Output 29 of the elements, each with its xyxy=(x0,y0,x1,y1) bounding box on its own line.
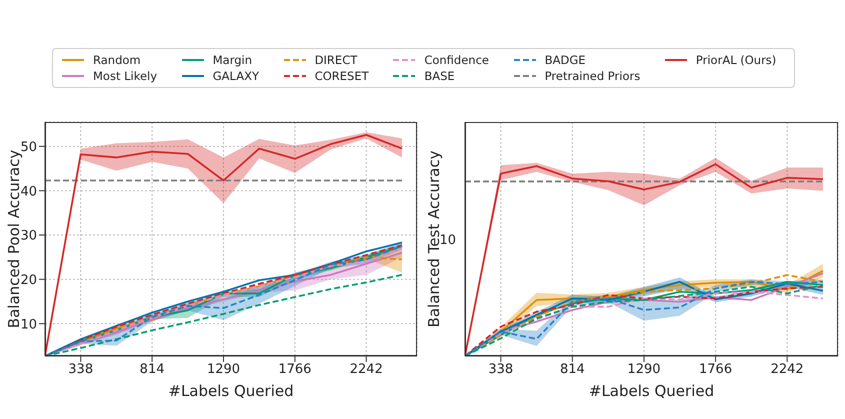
x-tick-label: 1290 xyxy=(206,362,240,378)
x-tick-label: 1290 xyxy=(627,362,661,378)
legend-label: Margin xyxy=(212,53,252,67)
x-tick-label: 814 xyxy=(560,362,585,378)
x-tick-label: 2242 xyxy=(350,362,383,378)
legend-label: BASE xyxy=(424,69,455,83)
x-tick-label: 2242 xyxy=(770,362,804,378)
y-tick-label: 10 xyxy=(20,317,37,332)
y-tick-label: 40 xyxy=(20,184,37,200)
y-axis-title: Balanced Pool Accuracy xyxy=(5,150,23,328)
y-tick-label: 50 xyxy=(20,140,37,155)
legend-label: Most Likely xyxy=(93,69,158,83)
x-tick-label: 338 xyxy=(68,362,94,378)
y-tick-label: 20 xyxy=(20,272,37,288)
legend-label: Pretrained Priors xyxy=(544,69,640,83)
y-tick-label: 30 xyxy=(20,228,37,244)
legend-label: BADGE xyxy=(544,53,586,67)
x-axis-title: #Labels Queried xyxy=(168,382,294,400)
legend-label: CORESET xyxy=(314,69,369,83)
x-tick-label: 338 xyxy=(488,362,514,378)
legend-label: Random xyxy=(93,53,141,67)
x-tick-label: 1766 xyxy=(699,362,732,378)
x-tick-label: 814 xyxy=(140,362,165,378)
x-tick-label: 1766 xyxy=(278,362,312,378)
x-axis-title: #Labels Queried xyxy=(588,382,714,400)
legend-label: DIRECT xyxy=(314,53,358,67)
legend-label: PriorAL (Ours) xyxy=(696,53,776,67)
legend-label: GALAXY xyxy=(212,69,259,83)
legend-label: Confidence xyxy=(424,53,489,67)
